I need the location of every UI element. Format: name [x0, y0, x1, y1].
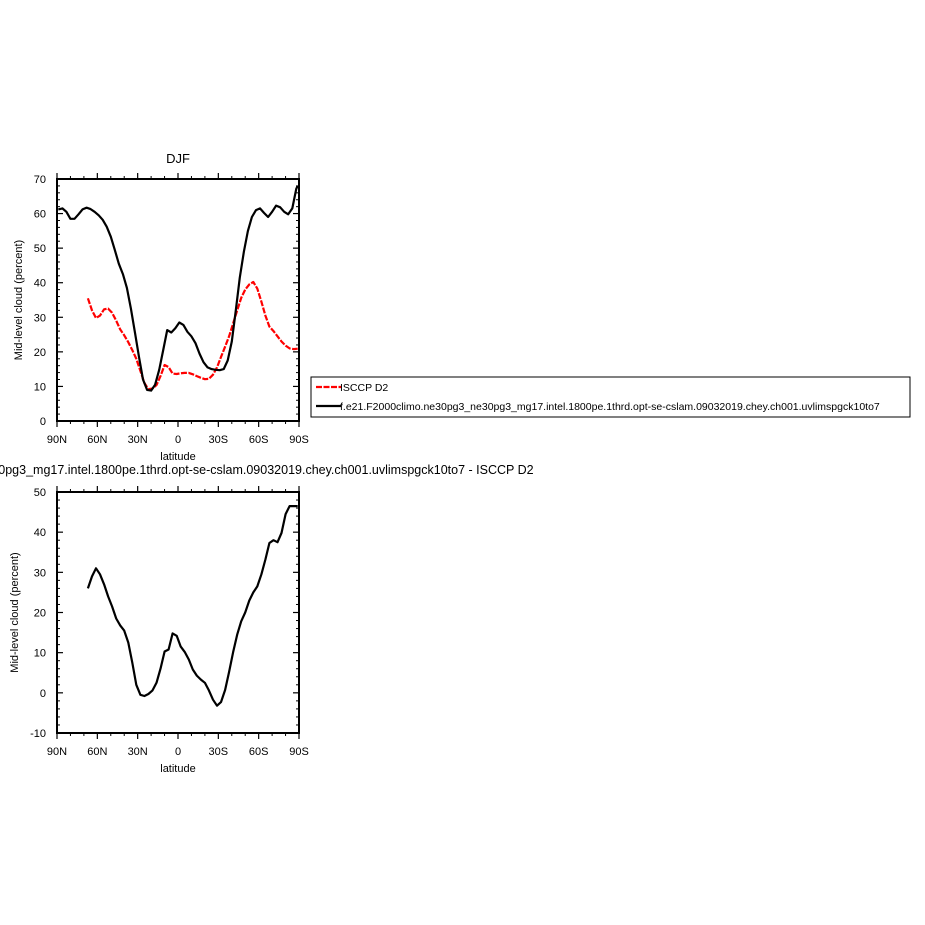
y-tick-label: 40	[34, 278, 46, 290]
x-tick-label: 90S	[289, 434, 309, 446]
x-tick-label: 60N	[87, 746, 107, 758]
y-tick-label: 20	[34, 347, 46, 359]
y-tick-label: 60	[34, 209, 46, 221]
x-tick-label: 90N	[47, 746, 67, 758]
y-tick-label: 40	[34, 527, 46, 539]
y-tick-label: 30	[34, 312, 46, 324]
y-tick-label: 50	[34, 487, 46, 499]
y-tick-label: 30	[34, 567, 46, 579]
y-tick-label: 10	[34, 381, 46, 393]
y-tick-label: -10	[30, 728, 46, 740]
x-tick-label: 30S	[209, 434, 229, 446]
x-tick-label: 30N	[128, 746, 148, 758]
y-tick-label: 20	[34, 608, 46, 620]
series-line-1-2	[58, 185, 299, 392]
plot-frame-1	[56, 178, 300, 422]
y-tick-label: 70	[34, 174, 46, 186]
y-axis-label: Mid-level cloud (percent)	[9, 552, 21, 672]
x-axis-label: latitude	[160, 763, 195, 775]
x-tick-label: 60S	[249, 434, 269, 446]
x-tick-label: 30S	[209, 746, 229, 758]
x-tick-label: 90N	[47, 434, 67, 446]
y-tick-label: 0	[40, 416, 46, 428]
legend-label-2: f.e21.F2000climo.ne30pg3_ne30pg3_mg17.in…	[340, 401, 880, 413]
series-line-1-1	[86, 280, 298, 391]
x-tick-label: 60S	[249, 746, 269, 758]
series-line-2-1	[86, 505, 298, 707]
y-axis-label: Mid-level cloud (percent)	[13, 240, 25, 360]
x-tick-label: 30N	[128, 434, 148, 446]
x-axis-label: latitude	[160, 451, 195, 463]
x-tick-label: 0	[175, 746, 181, 758]
legend-label-1: ISCCP D2	[340, 382, 388, 394]
legend-box	[310, 376, 911, 418]
plot-frame-2	[56, 491, 300, 734]
x-tick-label: 90S	[289, 746, 309, 758]
y-tick-label: 10	[34, 648, 46, 660]
x-tick-label: 0	[175, 434, 181, 446]
chart-title-2: f.e21.F2000climo.ne30pg3_ne30pg3_mg17.in…	[0, 463, 534, 477]
y-tick-label: 50	[34, 243, 46, 255]
y-tick-label: 0	[40, 688, 46, 700]
chart-title-1: DJF	[166, 151, 190, 166]
x-tick-label: 60N	[87, 434, 107, 446]
